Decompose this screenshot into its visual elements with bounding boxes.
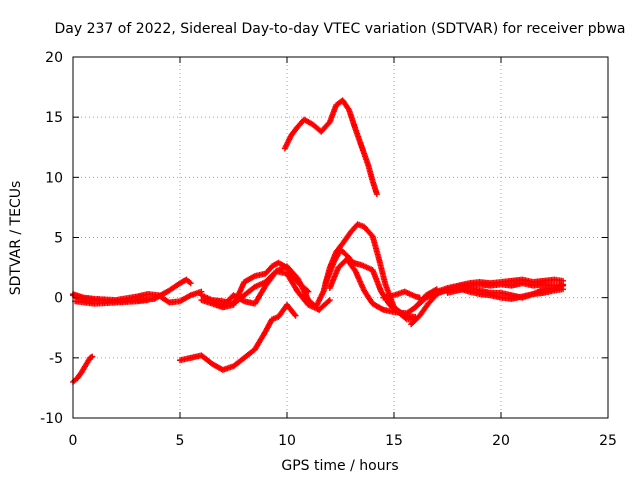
data-point [187, 280, 194, 287]
series-arc-8 [209, 268, 323, 313]
data-points [70, 97, 567, 385]
y-tick-label: -5 [49, 351, 63, 367]
data-point [89, 353, 96, 360]
y-tick-label: 10 [45, 170, 63, 186]
data-point [373, 191, 380, 198]
x-tick-label: 20 [492, 433, 510, 449]
series-arc-4 [72, 297, 151, 307]
x-tick-labels: 0 5 10 15 20 25 [69, 433, 617, 449]
series-arc-13 [380, 288, 423, 301]
x-tick-label: 10 [278, 433, 296, 449]
data-point [560, 282, 567, 289]
chart-title: Day 237 of 2022, Sidereal Day-to-day VTE… [54, 21, 625, 37]
y-tick-label: 20 [45, 50, 63, 66]
data-point [402, 315, 409, 322]
series-arc-9 [281, 97, 380, 198]
data-point [316, 306, 323, 313]
data-point [416, 294, 423, 301]
series-arc-7 [198, 263, 333, 313]
y-tick-label: 0 [54, 291, 63, 307]
series-arc-16 [433, 276, 567, 295]
x-tick-label: 15 [385, 433, 403, 449]
y-tick-label: 5 [54, 231, 63, 247]
y-axis-label: SDTVAR / TECUs [8, 181, 24, 296]
data-point [326, 297, 333, 304]
data-point [291, 311, 298, 318]
y-tick-labels: -10 -5 0 5 10 15 20 [40, 50, 63, 427]
y-tick-label: -10 [40, 411, 63, 427]
data-point [325, 298, 332, 305]
data-point [144, 297, 151, 304]
x-tick-label: 0 [69, 433, 78, 449]
y-tick-label: 15 [45, 110, 63, 126]
x-axis-label: GPS time / hours [281, 458, 398, 474]
series-arc-17 [444, 282, 567, 301]
data-point [292, 312, 299, 319]
x-tick-label: 5 [176, 433, 185, 449]
x-tick-label: 25 [599, 433, 617, 449]
series-arc-5 [177, 301, 299, 373]
axis-ticks [72, 56, 609, 419]
